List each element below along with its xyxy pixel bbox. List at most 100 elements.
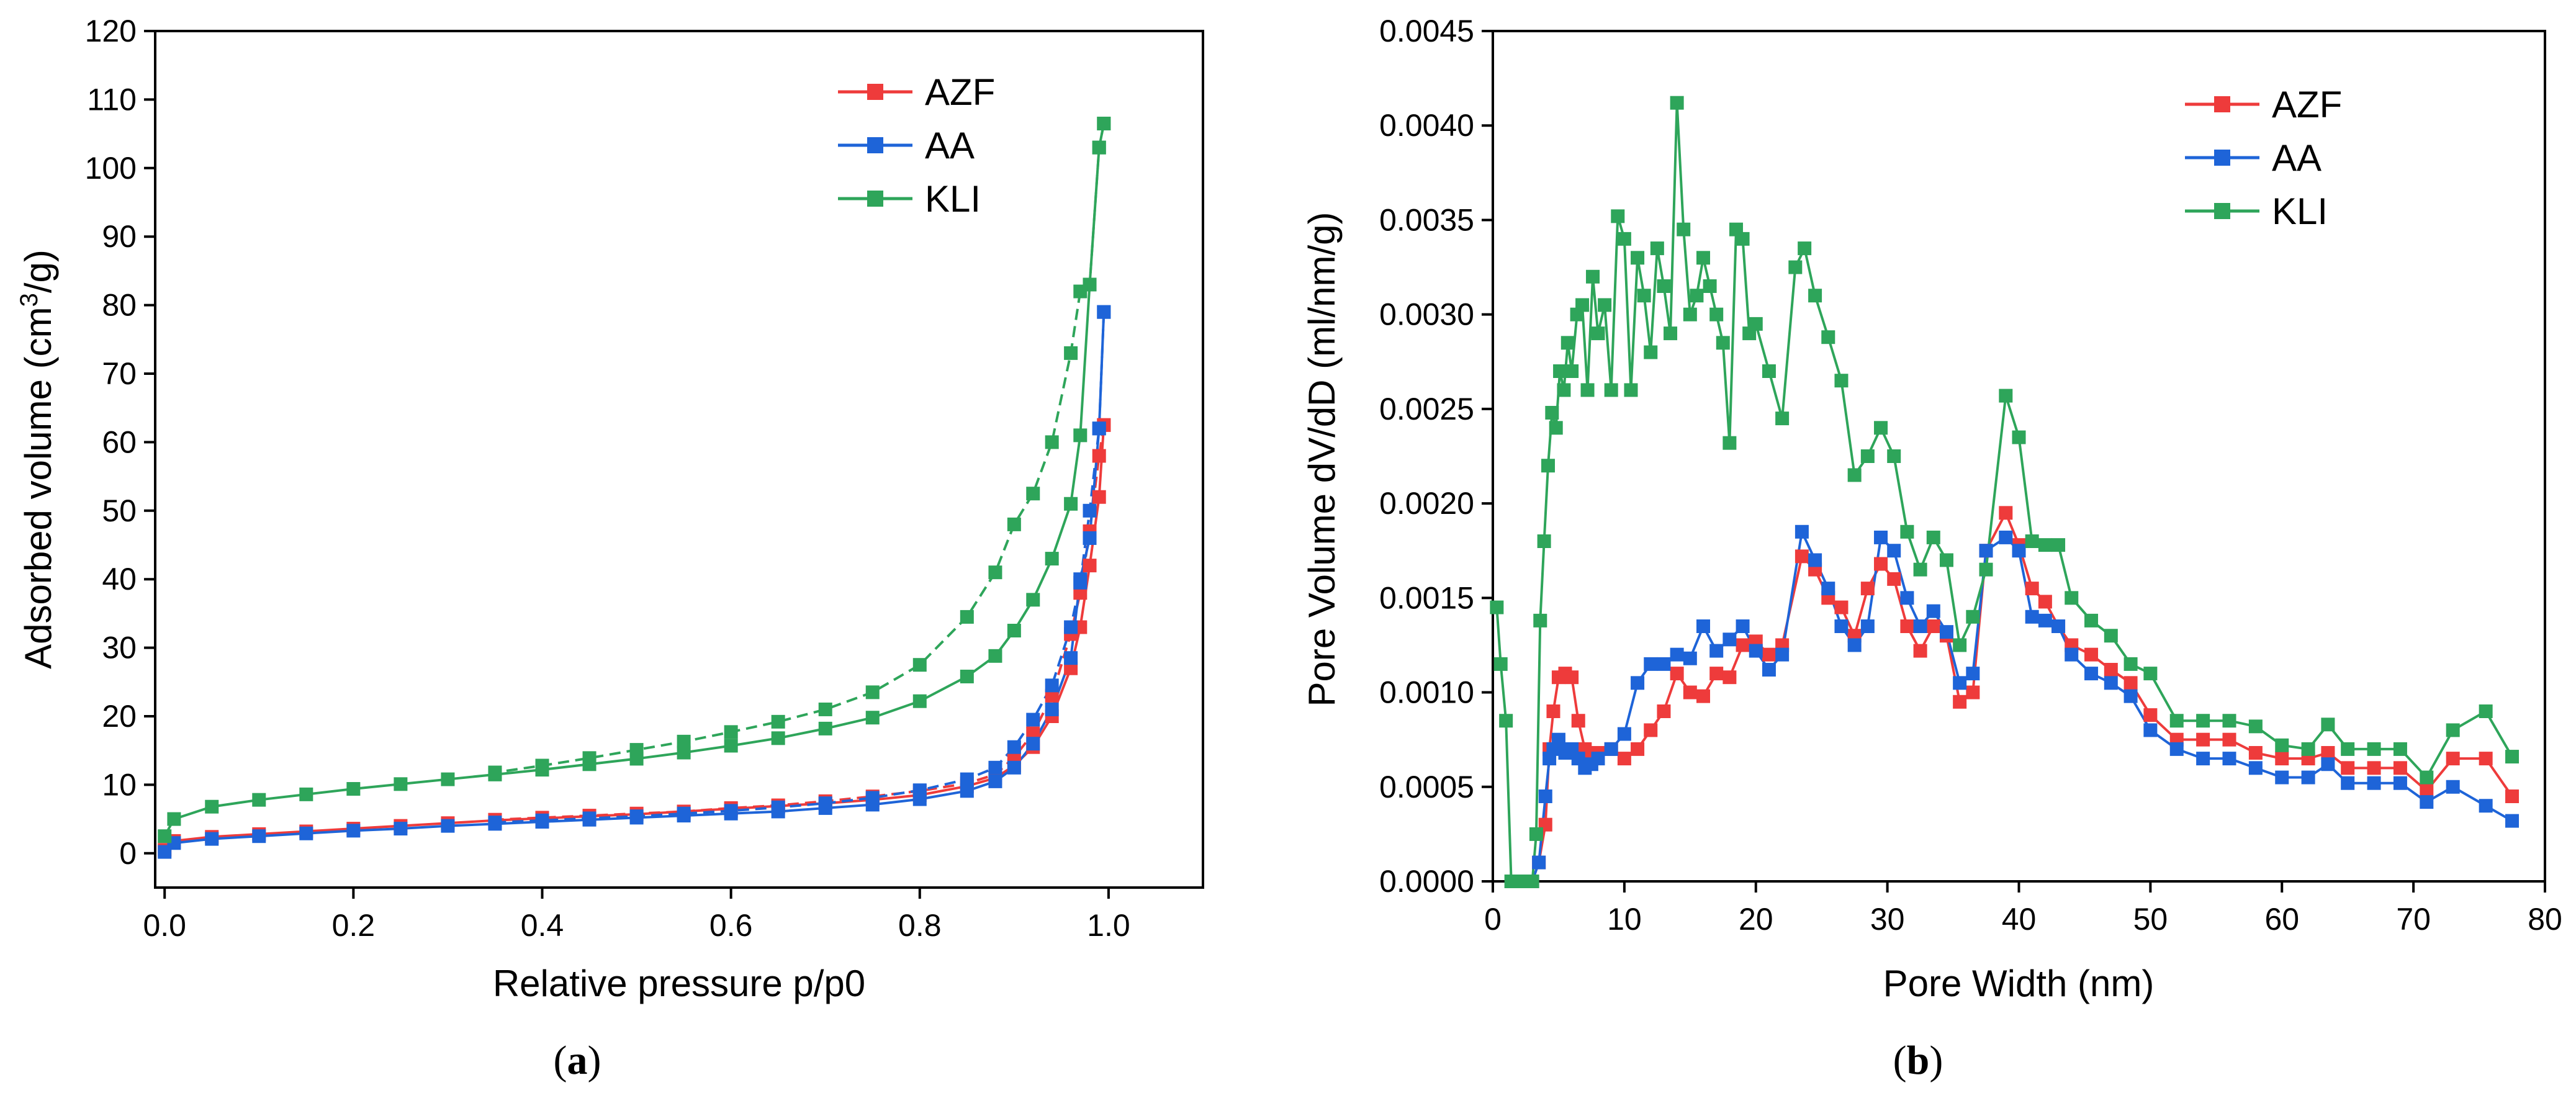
point-a-azf-0-23 [1064,661,1078,675]
point-b-kli-19 [1575,298,1590,312]
point-a-kli-0-0 [158,829,172,843]
point-b-aa-28 [1821,582,1835,596]
y-tick-label-b-0: 0.0000 [1379,864,1474,899]
point-a-aa-1-2 [1083,503,1097,518]
point-b-azf-38 [1953,695,1967,709]
point-b-aa-51 [2169,742,2184,756]
point-a-aa-1-6 [1026,713,1040,727]
point-b-azf-32 [1874,557,1888,571]
point-b-kli-74 [2143,667,2158,681]
x-tick-label-a-5: 1.0 [1087,908,1130,943]
point-a-kli-0-15 [818,721,832,735]
y-tick-label-a-11: 110 [87,82,137,117]
legend-label-b-kli: KLI [2272,191,2328,232]
y-axis-title-b: Pore Volume dV/dD (ml/nm/g) [1301,212,1343,707]
y-tick-label-b-6: 0.0030 [1379,297,1474,332]
point-b-kli-53 [1834,374,1849,388]
point-b-kli-55 [1860,449,1875,463]
y-tick-label-a-3: 30 [102,631,137,665]
point-b-aa-53 [2222,752,2236,766]
point-b-aa-16 [1657,657,1671,671]
point-a-kli-1-14 [724,725,738,739]
y-tick-label-b-7: 0.0035 [1379,202,1474,237]
y-tick-label-a-9: 90 [102,219,137,254]
point-b-kli-9 [1533,613,1547,627]
point-a-aa-0-6 [394,822,408,836]
point-b-kli-87 [2479,704,2493,718]
point-a-aa-1-5 [1045,678,1059,693]
chart-b: 0 10 20 30 40 50 60 70 80 0.0000 0.0005 0.0010 0.00… [1301,14,2562,1083]
point-b-kli-83 [2367,742,2381,756]
x-tick-label-b-5: 50 [2133,902,2168,937]
point-b-aa-45 [2051,619,2066,633]
point-a-aa-1-10 [912,783,927,798]
point-a-kli-0-7 [441,772,455,786]
point-b-kli-32 [1657,279,1671,293]
point-b-kli-8 [1529,827,1543,841]
point-b-kli-47 [1762,364,1776,378]
point-b-kli-72 [2104,629,2118,643]
point-b-kli-13 [1549,421,1563,435]
point-a-kli-0-1 [167,812,181,826]
point-b-kli-10 [1537,534,1551,548]
point-a-kli-1-1 [1092,140,1106,155]
point-b-azf-33 [1887,572,1901,586]
point-a-aa-1-0 [1097,305,1111,319]
point-b-kli-77 [2222,714,2236,728]
point-b-aa-41 [1999,530,2013,544]
point-a-aa-1-13 [771,800,785,814]
point-b-aa-59 [2367,776,2381,790]
point-b-aa-44 [2038,613,2052,627]
point-b-kli-57 [1887,449,1901,463]
y-tick-label-a-1: 10 [102,767,137,802]
point-b-azf-15 [1644,723,1658,737]
point-b-aa-18 [1683,651,1697,665]
point-a-kli-0-16 [865,711,880,725]
point-b-kli-37 [1690,289,1704,303]
point-b-azf-63 [2479,752,2493,766]
y-tick-label-b-1: 0.0005 [1379,770,1474,804]
point-a-kli-1-5 [1045,435,1059,449]
point-b-azf-29 [1834,600,1849,614]
y-tick-label-a-12: 120 [85,14,137,48]
point-b-aa-49 [2123,689,2138,703]
point-b-aa-55 [2275,770,2289,785]
point-a-kli-0-3 [252,793,266,807]
x-axis-title-b: Pore Width (nm) [1883,963,2155,1004]
x-tick-label-b-8: 80 [2528,902,2562,937]
point-b-azf-58 [2341,761,2355,775]
point-b-kli-82 [2341,742,2355,756]
point-b-kli-67 [2025,534,2039,548]
point-b-azf-39 [1966,685,1980,699]
point-b-aa-38 [1953,676,1967,690]
point-b-kli-78 [2248,719,2263,734]
point-b-kli-30 [1644,345,1658,359]
point-a-azf-1-1 [1092,449,1106,463]
point-b-kli-64 [1979,562,1993,577]
point-b-aa-2 [1538,789,1552,803]
y-tick-label-b-4: 0.0020 [1379,486,1474,521]
point-a-kli-1-13 [771,714,785,729]
point-b-kli-41 [1716,336,1730,350]
y-axis-title-a-sup: 3 [16,293,43,307]
point-b-aa-48 [2104,676,2118,690]
point-a-aa-0-23 [1064,651,1078,665]
point-b-kli-76 [2196,714,2210,728]
point-b-aa-32 [1874,530,1888,544]
plot-area-b [1492,30,2546,883]
point-b-kli-38 [1696,251,1710,265]
point-b-azf-22 [1736,638,1750,652]
point-a-kli-1-6 [1026,487,1040,501]
point-b-kli-23 [1598,298,1612,312]
point-b-kli-46 [1749,317,1763,331]
point-a-kli-1-10 [912,658,927,672]
legend-marker-b-aa [2214,150,2230,166]
point-b-kli-49 [1788,260,1803,274]
point-b-aa-39 [1966,667,1980,681]
point-b-azf-43 [2025,582,2039,596]
point-b-kli-1 [1493,657,1508,671]
series-line-a-aa-solid [163,312,1106,853]
point-a-aa-1-3 [1073,575,1088,590]
point-b-azf-64 [2505,789,2520,803]
